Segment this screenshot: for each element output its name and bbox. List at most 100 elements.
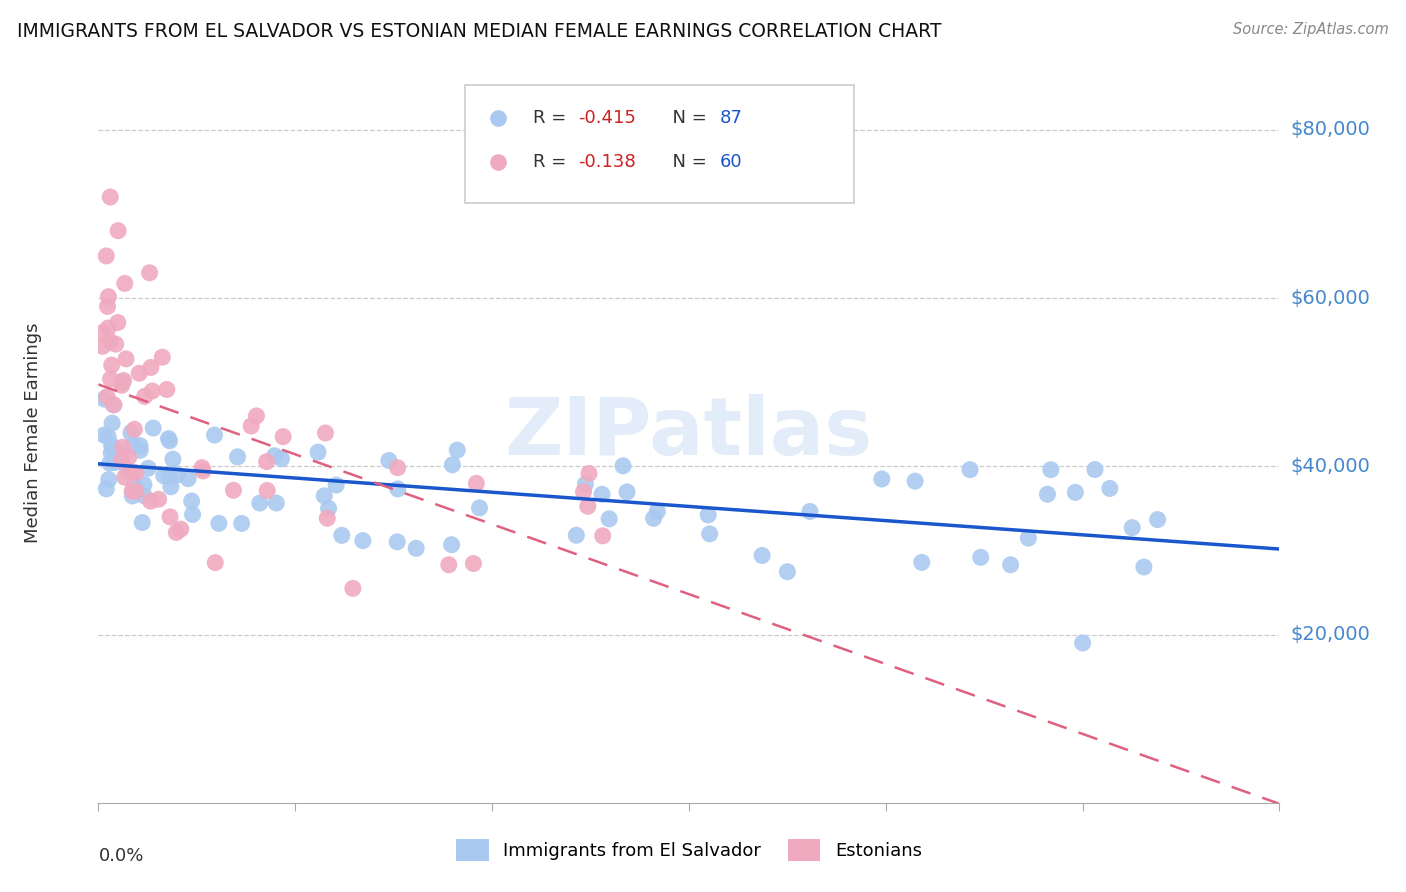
Text: R =: R =	[533, 153, 572, 171]
Point	[121, 489, 143, 503]
Point	[170, 522, 193, 536]
Text: R =: R =	[533, 109, 572, 127]
Text: ZIPatlas: ZIPatlas	[505, 393, 873, 472]
Point	[97, 300, 120, 314]
Point	[572, 484, 595, 499]
Text: -0.415: -0.415	[578, 109, 636, 127]
Point	[578, 467, 600, 481]
Point	[1121, 521, 1143, 535]
Point	[128, 366, 150, 380]
Point	[138, 266, 160, 280]
Point	[256, 455, 278, 469]
Point	[93, 428, 115, 442]
Point	[263, 449, 285, 463]
Point	[141, 384, 163, 398]
Point	[122, 439, 145, 453]
Point	[565, 528, 588, 542]
Point	[1071, 636, 1094, 650]
Point	[204, 556, 226, 570]
Point	[256, 483, 278, 498]
Text: Median Female Earnings: Median Female Earnings	[24, 322, 42, 543]
Text: $20,000: $20,000	[1291, 625, 1371, 644]
Point	[191, 460, 214, 475]
Point	[191, 464, 214, 478]
Point	[592, 529, 614, 543]
Point	[131, 516, 153, 530]
Point	[1146, 512, 1168, 526]
Point	[110, 445, 132, 459]
Point	[643, 511, 665, 525]
Point	[271, 430, 294, 444]
Point	[330, 528, 353, 542]
Point	[96, 249, 118, 263]
Point	[114, 277, 136, 291]
Point	[307, 445, 329, 459]
Point	[101, 397, 124, 411]
Point	[249, 496, 271, 510]
Point	[100, 446, 122, 460]
Point	[101, 416, 124, 430]
Point	[110, 453, 132, 467]
Point	[132, 489, 155, 503]
Point	[121, 466, 143, 480]
Text: IMMIGRANTS FROM EL SALVADOR VS ESTONIAN MEDIAN FEMALE EARNINGS CORRELATION CHART: IMMIGRANTS FROM EL SALVADOR VS ESTONIAN …	[17, 22, 942, 41]
Point	[134, 389, 156, 403]
Point	[799, 504, 821, 518]
Point	[120, 425, 142, 440]
Point	[160, 480, 183, 494]
Point	[93, 392, 115, 406]
Point	[118, 450, 141, 465]
Point	[115, 351, 138, 366]
Point	[576, 500, 599, 514]
Point	[159, 434, 181, 448]
Point	[136, 461, 159, 475]
Point	[98, 190, 121, 204]
Point	[162, 452, 184, 467]
Point	[751, 549, 773, 563]
Point	[96, 390, 118, 404]
Point	[325, 478, 347, 492]
Point	[156, 383, 179, 397]
Point	[150, 350, 173, 364]
Point	[1098, 482, 1121, 496]
Point	[240, 419, 263, 434]
Point	[98, 334, 121, 349]
Text: $60,000: $60,000	[1291, 288, 1371, 308]
Point	[870, 472, 893, 486]
Point	[226, 450, 249, 464]
Point	[352, 533, 374, 548]
Point	[97, 290, 120, 304]
Point	[111, 440, 134, 454]
Point	[114, 470, 136, 484]
Text: Source: ZipAtlas.com: Source: ZipAtlas.com	[1233, 22, 1389, 37]
Point	[378, 453, 401, 467]
Point	[911, 555, 934, 569]
Point	[405, 541, 427, 556]
Text: N =: N =	[661, 109, 711, 127]
Point	[121, 484, 143, 499]
Point	[165, 525, 187, 540]
Point	[387, 460, 409, 475]
Point	[446, 443, 468, 458]
Point	[97, 430, 120, 444]
Point	[463, 557, 485, 571]
Point	[437, 558, 460, 572]
Point	[112, 374, 135, 388]
Point	[98, 456, 121, 470]
Point	[465, 476, 488, 491]
Text: 0.0%: 0.0%	[98, 847, 143, 865]
Point	[440, 538, 463, 552]
Point	[142, 421, 165, 435]
Point	[100, 439, 122, 453]
Point	[97, 473, 120, 487]
Point	[180, 494, 202, 508]
Point	[159, 469, 181, 483]
Point	[1000, 558, 1022, 572]
Point	[591, 487, 613, 501]
Point	[177, 472, 200, 486]
Point	[231, 516, 253, 531]
Point	[904, 474, 927, 488]
Point	[574, 477, 596, 491]
FancyBboxPatch shape	[464, 85, 855, 203]
Point	[598, 512, 620, 526]
